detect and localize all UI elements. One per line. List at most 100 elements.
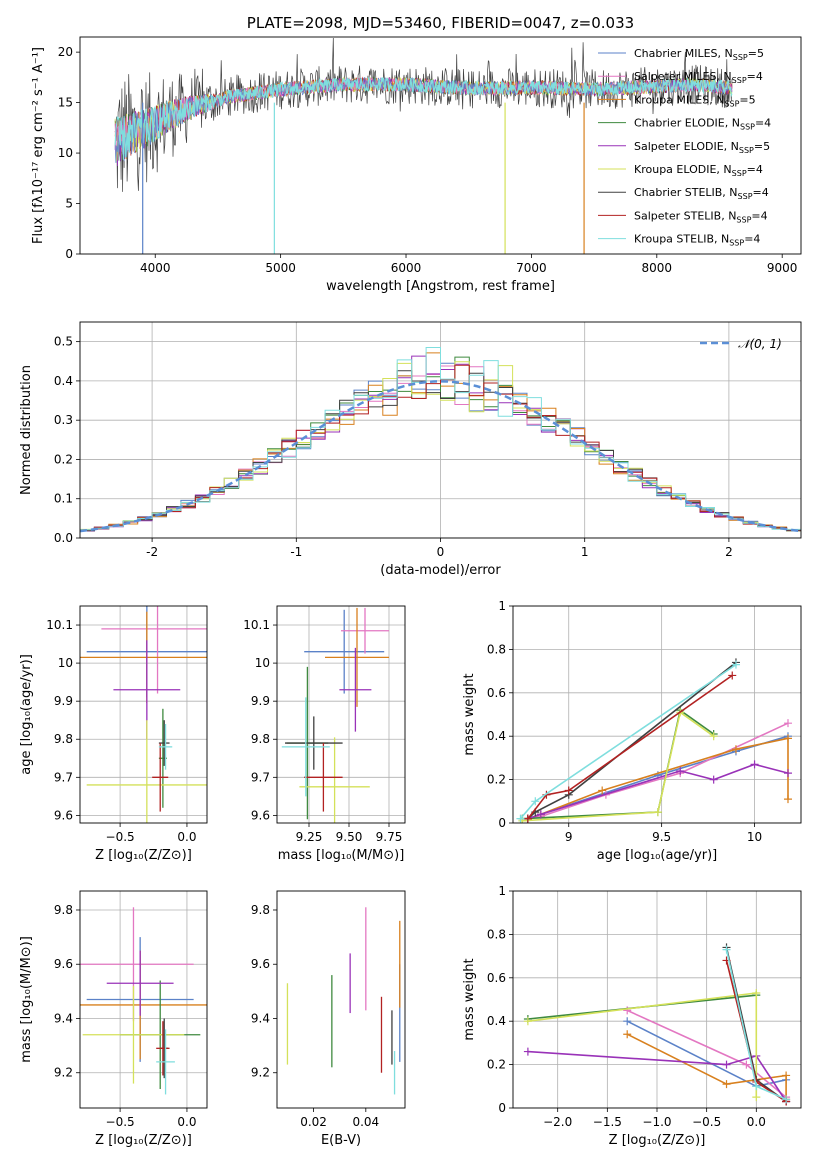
x-tick-label: −0.5: [692, 1115, 721, 1129]
legend-entry: 𝒩(0, 1): [738, 337, 782, 351]
weight-marker: [752, 1082, 761, 1091]
y-tick-label: 0.4: [54, 374, 73, 388]
axes-frame: [79, 321, 802, 539]
x-tick-label: 0.04: [352, 1115, 379, 1129]
x-tick-label: 1: [581, 545, 589, 559]
y-tick-label: 9.6: [54, 808, 73, 822]
legend-suffix: =4: [747, 163, 763, 176]
y-tick-label: 1: [498, 884, 506, 898]
legend-sub: SSP: [739, 146, 754, 155]
errorbar-point-4: [106, 950, 174, 1016]
legend-name: Chabrier ELODIE, N: [634, 117, 740, 130]
weight-marker: [623, 1006, 632, 1015]
weight-marker: [564, 786, 573, 795]
y-tick-label: 10: [58, 656, 73, 670]
plot-area: [286, 907, 401, 1095]
y-tick-label: 0.3: [54, 413, 73, 427]
errorbar-point-0: [304, 609, 385, 694]
chart-title: PLATE=2098, MJD=53460, FIBERID=0047, z=0…: [247, 14, 634, 32]
weight-marker: [783, 795, 792, 804]
age-vs-mass-panel: 9.25 9.50 9.75 9.6 9.7 9.8 9.9 10 10.1 mass [log₁…: [243, 605, 406, 863]
x-axis-label: Z [log₁₀(Z/Z⊙)]: [95, 1133, 192, 1148]
y-tick-label: 9.6: [251, 808, 270, 822]
legend-suffix: =4: [755, 117, 771, 130]
y-axis-label: mass weight: [462, 673, 477, 755]
mass-weight-vs-metallicity-panel: −2.0 −1.5 −1.0 −0.5 0.0 0 0.2 0.4 0.6 0.8 1 Z [log₁…: [462, 884, 802, 1148]
x-tick-label: 0.0: [747, 1115, 766, 1129]
y-tick-label: 9.8: [251, 732, 270, 746]
weight-marker: [531, 797, 540, 806]
x-axis-label: wavelength [Angstrom, rest frame]: [326, 279, 555, 294]
legend-suffix: =4: [744, 233, 760, 246]
y-tick-label: 0.5: [54, 335, 73, 349]
weight-marker: [783, 734, 792, 743]
weight-marker: [752, 1093, 761, 1102]
y-tick-label: 9.8: [251, 903, 270, 917]
legend-suffix: =4: [747, 70, 763, 83]
errorbar-point-8: [156, 1029, 175, 1095]
y-tick-label: 0.8: [487, 927, 506, 941]
errorbar-point-1: [341, 607, 389, 654]
series-line-8: [114, 77, 733, 160]
y-tick-label: 15: [58, 96, 73, 110]
y-tick-label: 0.8: [487, 642, 506, 656]
histogram-step-8: [80, 347, 801, 531]
x-tick-label: 9.75: [376, 830, 403, 844]
legend-sub: SSP: [738, 192, 753, 201]
mass-vs-metallicity-panel: −0.5 0.0 9.2 9.4 9.6 9.8 Z [log₁₀(Z/Z⊙)] mass […: [19, 890, 208, 1148]
axes-frame: [276, 890, 406, 1109]
axes-frame: [79, 605, 208, 824]
x-axis-label: E(B-V): [321, 1133, 361, 1148]
y-tick-label: 0.2: [487, 1058, 506, 1072]
y-tick-label: 0: [498, 1101, 506, 1115]
y-tick-label: 0.0: [54, 531, 73, 545]
plot-area: [80, 606, 207, 823]
weight-marker: [536, 810, 545, 819]
weight-marker: [709, 775, 718, 784]
y-tick-label: 0.4: [487, 1014, 506, 1028]
legend-entry: Salpeter ELODIE, NSSP=5: [634, 140, 770, 155]
weight-marker: [623, 1030, 632, 1039]
legend-sub: SSP: [732, 169, 747, 178]
y-tick-label: 0.2: [487, 773, 506, 787]
y-axis-label: Normed distribution: [19, 365, 34, 495]
spectrum-panel: 4000 5000 6000 7000 8000 9000 0 5 10 15 20 waveleng…: [31, 14, 802, 294]
legend-name: Chabrier STELIB, N: [634, 186, 738, 199]
y-axis-label: age [log₁₀(age/yr)]: [19, 654, 34, 775]
legend-name: Kroupa ELODIE, N: [634, 163, 732, 176]
x-tick-label: 9: [565, 830, 573, 844]
legend-suffix: =5: [739, 93, 755, 106]
legend-entry: Salpeter MILES, NSSP=4: [634, 70, 763, 85]
mass-vs-extinction-panel: 0.02 0.04 9.2 9.4 9.6 9.8 E(B-V): [251, 890, 406, 1148]
legend-sub: SSP: [733, 53, 748, 62]
x-tick-label: 0.02: [300, 1115, 327, 1129]
y-tick-label: 9.2: [251, 1066, 270, 1080]
y-axis-label: mass [log₁₀(M/M⊙)]: [19, 936, 34, 1063]
x-tick-label: 9.25: [296, 830, 323, 844]
y-tick-label: 0: [498, 816, 506, 830]
x-tick-label: 9000: [767, 261, 798, 275]
residuals-panel: -2 -1 0 1 2 0.0 0.1 0.2 0.3 0.4 0.5 (data-model)/er…: [19, 321, 802, 578]
legend-sub: SSP: [736, 215, 751, 224]
errorbar-point-7: [304, 743, 343, 812]
axes-frame: [512, 605, 802, 824]
errorbar-point-2: [325, 607, 389, 707]
errorbar-point-4: [339, 647, 372, 732]
y-tick-label: 20: [58, 45, 73, 59]
x-tick-label: 2: [725, 545, 733, 559]
legend-sub: SSP: [732, 76, 747, 85]
errorbar-point-5: [82, 985, 185, 1084]
weight-marker: [728, 671, 737, 680]
y-tick-label: 9.6: [54, 957, 73, 971]
weight-line-4: [527, 1050, 787, 1102]
weight-line-7: [527, 674, 733, 820]
legend-entry: Salpeter STELIB, NSSP=4: [634, 209, 768, 224]
legend-entry: Chabrier STELIB, NSSP=4: [634, 186, 769, 201]
x-axis-label: mass [log₁₀(M/M⊙)]: [278, 848, 405, 863]
histogram-step-7: [80, 364, 801, 531]
legend-name: Kroupa STELIB, N: [634, 233, 729, 246]
legend-name: Salpeter MILES, N: [634, 70, 732, 83]
weight-marker: [782, 1095, 791, 1104]
y-tick-label: 9.7: [54, 770, 73, 784]
legend-suffix: =4: [751, 209, 767, 222]
